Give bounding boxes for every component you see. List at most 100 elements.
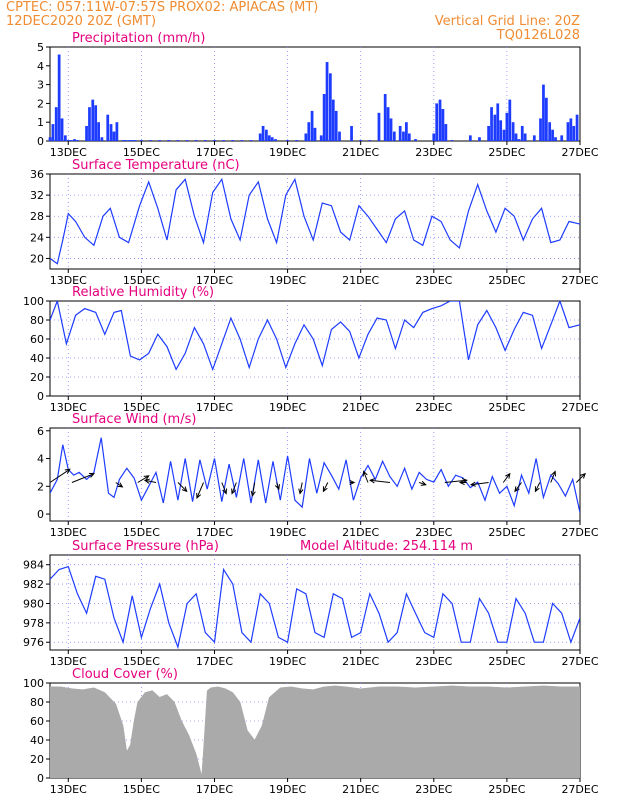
x-tick-label: 23DEC <box>415 401 452 414</box>
wind-vector-head <box>117 482 124 488</box>
x-tick-label: 13DEC <box>50 401 87 414</box>
wind-vector-head <box>349 479 356 486</box>
x-tick-label: 13DEC <box>50 655 87 668</box>
wind-vector <box>550 471 556 483</box>
precip-bar <box>560 135 564 141</box>
precip-bar <box>249 140 253 141</box>
precip-bar <box>258 133 262 141</box>
y-tick-label: 978 <box>23 617 44 630</box>
x-tick-label: 15DEC <box>123 526 160 539</box>
y-tick-label: 100 <box>23 295 44 308</box>
cloud-cover-panel: Cloud Cover (%) 13DEC 15DEC 17DEC 19DEC 21DEC… <box>23 667 599 796</box>
surface-wind-panel: Surface Wind (m/s) 13DEC 15DEC 17DEC 19DEC 21… <box>37 412 599 539</box>
relative-humidity-panel: Relative Humidity (%) 13DEC 15DEC 17DEC 19DE… <box>23 285 599 414</box>
header-grid-line-note: Vertical Grid Line: 20Z <box>435 14 580 29</box>
precip-bar <box>57 54 61 141</box>
header-station-line: CPTEC: 057:11W-07:57S PROX02: APIACAS (M… <box>6 0 318 15</box>
precip-bar <box>48 137 52 141</box>
x-tick-label: 27DEC <box>561 146 598 159</box>
wind-vector <box>276 482 280 490</box>
wind-vector <box>470 482 489 486</box>
y-tick-label: 40 <box>30 734 44 747</box>
y-tick-label: 20 <box>30 252 44 265</box>
y-tick-label: 4 <box>37 60 44 73</box>
precip-bar <box>548 122 552 141</box>
precip-bar <box>505 112 509 141</box>
surface-wind-line <box>50 437 580 513</box>
x-tick-label: 21DEC <box>342 401 379 414</box>
y-tick-label: 0 <box>37 135 44 148</box>
precip-bar <box>322 94 326 141</box>
y-tick-label: 3 <box>37 79 44 92</box>
x-tick-label: 27DEC <box>561 783 598 796</box>
wind-vector-head <box>143 475 150 481</box>
precip-bar <box>313 127 317 141</box>
precip-bar <box>310 110 314 141</box>
plot-frame <box>49 427 581 522</box>
precip-bar <box>508 99 512 141</box>
wind-vector <box>144 479 157 483</box>
precip-bar <box>286 140 289 141</box>
precip-bar <box>523 133 527 141</box>
wind-vector <box>514 482 522 492</box>
x-tick-label: 23DEC <box>415 146 452 159</box>
precip-bar <box>328 73 332 141</box>
x-tick-label: 15DEC <box>123 146 160 159</box>
precip-bar <box>94 105 98 141</box>
wind-vector-head <box>514 486 520 493</box>
precip-bar <box>124 140 128 141</box>
precip-bar <box>520 125 524 141</box>
precip-bar <box>213 140 216 141</box>
panel-title: Surface Pressure (hPa) <box>72 539 219 554</box>
x-tick-label: 21DEC <box>342 526 379 539</box>
x-tick-label: 17DEC <box>196 274 233 287</box>
precip-bar <box>490 107 493 141</box>
model-altitude-label: Model Altitude: 254.114 m <box>300 539 473 554</box>
precip-bar <box>304 133 308 141</box>
precip-bar <box>566 122 570 141</box>
header-model-id: TQ0126L028 <box>496 28 580 43</box>
panel-title: Surface Temperature (nC) <box>72 158 240 173</box>
plot-frame <box>49 554 581 651</box>
x-tick-label: 13DEC <box>50 783 87 796</box>
wind-vector-head <box>181 486 188 493</box>
precip-bar <box>414 139 417 141</box>
x-tick-label: 25DEC <box>488 783 525 796</box>
precip-bar <box>307 122 311 141</box>
wind-vector <box>196 482 204 499</box>
precip-bar <box>109 124 113 141</box>
y-tick-label: 4 <box>37 453 44 466</box>
precip-bar <box>545 97 548 141</box>
precip-bar <box>60 118 64 141</box>
precip-bar <box>319 135 323 141</box>
y-tick-label: 982 <box>23 578 44 591</box>
header: CPTEC: 057:11W-07:57S PROX02: APIACAS (M… <box>6 0 580 43</box>
wind-vector <box>137 475 149 483</box>
y-tick-label: 2 <box>37 97 44 110</box>
wind-vector-head <box>88 472 95 478</box>
x-tick-label: 13DEC <box>50 526 87 539</box>
precip-bar <box>194 140 198 141</box>
wind-vector-head <box>298 488 304 495</box>
x-tick-label: 27DEC <box>561 526 598 539</box>
x-tick-label: 25DEC <box>488 274 525 287</box>
panel-title: Surface Wind (m/s) <box>72 412 196 427</box>
y-tick-label: 0 <box>37 390 44 403</box>
x-tick-label: 15DEC <box>123 274 160 287</box>
x-tick-label: 23DEC <box>415 783 452 796</box>
precip-bar <box>100 137 104 141</box>
wind-vector <box>49 468 71 483</box>
surface-pressure-line <box>50 565 580 650</box>
x-tick-label: 27DEC <box>561 401 598 414</box>
header-run-time: 12DEC2020 20Z (GMT) <box>6 14 156 29</box>
precip-bar <box>444 124 448 141</box>
y-tick-label: 5 <box>37 41 44 54</box>
precip-bar <box>539 118 542 141</box>
x-tick-label: 15DEC <box>123 655 160 668</box>
x-tick-label: 17DEC <box>196 146 233 159</box>
precip-bar <box>140 140 143 141</box>
precipitation-panel: Precipitation (mm/h) 13DEC 15DEC 17DEC 19DEC… <box>37 31 599 159</box>
precip-bar <box>499 120 503 141</box>
precip-bar <box>167 140 171 141</box>
